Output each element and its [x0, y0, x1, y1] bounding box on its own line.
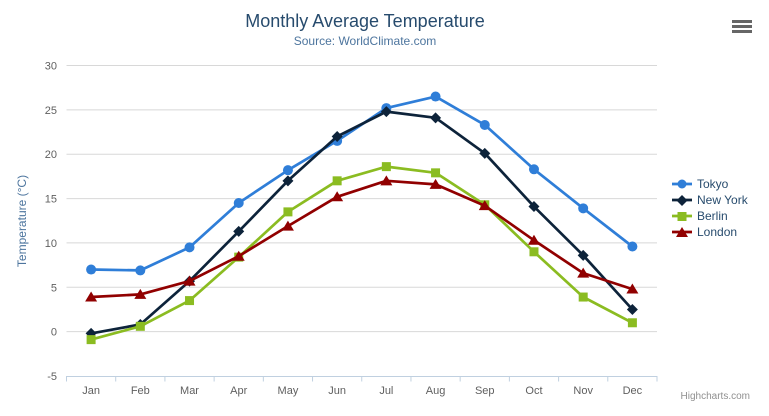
legend-diamond-icon [672, 195, 692, 206]
data-point-new-york[interactable] [331, 130, 343, 142]
x-axis-label: Aug [426, 385, 446, 397]
data-point-london[interactable] [478, 200, 491, 211]
export-menu-button[interactable] [730, 18, 754, 35]
data-point-berlin[interactable] [627, 318, 637, 328]
data-point-london[interactable] [626, 283, 639, 294]
legend-item-label: Berlin [697, 209, 728, 223]
data-point-new-york[interactable] [479, 147, 491, 159]
data-point-tokyo[interactable] [86, 264, 97, 275]
data-point-london[interactable] [331, 191, 344, 202]
legend-item-new-york[interactable]: New York [672, 192, 748, 208]
data-point-tokyo[interactable] [184, 242, 195, 253]
y-axis-label: 15 [45, 194, 57, 206]
data-point-berlin[interactable] [283, 207, 293, 217]
legend-item-berlin[interactable]: Berlin [672, 208, 748, 224]
data-point-new-york[interactable] [282, 175, 294, 187]
y-axis-label: 10 [45, 238, 57, 250]
data-point-berlin[interactable] [529, 247, 539, 257]
legend-item-label: London [697, 225, 738, 239]
data-point-berlin[interactable] [431, 168, 441, 178]
data-point-new-york[interactable] [577, 249, 589, 261]
y-axis-label: 0 [51, 327, 57, 339]
data-point-berlin[interactable] [86, 335, 96, 345]
data-point-tokyo[interactable] [430, 91, 441, 102]
data-point-tokyo[interactable] [233, 198, 244, 209]
x-axis-label: Mar [180, 385, 199, 397]
data-point-tokyo[interactable] [528, 164, 539, 175]
y-axis-label: 5 [51, 282, 57, 294]
y-axis-label: 30 [45, 61, 57, 73]
data-point-tokyo[interactable] [479, 119, 490, 130]
x-axis-label: Dec [623, 385, 643, 397]
series-line-berlin [89, 165, 634, 341]
x-axis-label: Jun [328, 385, 346, 397]
data-point-new-york[interactable] [233, 225, 245, 237]
series-line-london [89, 179, 634, 299]
chart-title: Monthly Average Temperature [245, 11, 485, 31]
credits-link[interactable]: Highcharts.com [680, 391, 750, 402]
y-axis-label: -5 [47, 371, 57, 383]
x-axis-label: Nov [573, 385, 593, 397]
data-point-berlin[interactable] [185, 296, 195, 306]
x-axis-label: Jan [82, 385, 100, 397]
hamburger-icon [732, 30, 752, 33]
data-point-tokyo[interactable] [578, 203, 589, 214]
data-point-new-york[interactable] [380, 106, 392, 118]
legend-item-label: Tokyo [697, 177, 729, 191]
data-point-london[interactable] [281, 220, 294, 231]
data-point-london[interactable] [183, 275, 196, 286]
x-axis-label: Apr [230, 385, 247, 397]
data-point-tokyo[interactable] [135, 265, 146, 276]
data-point-london[interactable] [380, 175, 393, 186]
data-point-tokyo[interactable] [627, 241, 638, 252]
data-point-tokyo[interactable] [282, 165, 293, 176]
y-axis-label: 25 [45, 105, 57, 117]
legend-item-tokyo[interactable]: Tokyo [672, 176, 748, 192]
data-point-new-york[interactable] [430, 112, 442, 124]
data-point-berlin[interactable] [135, 321, 145, 331]
y-axis-label: 20 [45, 149, 57, 161]
x-axis-label: Jul [379, 385, 393, 397]
legend: Tokyo New York Berlin London [672, 176, 748, 240]
data-point-london[interactable] [134, 288, 147, 299]
x-axis-label: Oct [525, 385, 542, 397]
data-point-london[interactable] [85, 291, 98, 302]
data-point-berlin[interactable] [332, 176, 342, 186]
data-point-new-york[interactable] [528, 201, 540, 213]
data-point-new-york[interactable] [626, 303, 638, 315]
data-point-london[interactable] [527, 234, 540, 245]
x-axis-label: Sep [475, 385, 495, 397]
legend-circle-icon [672, 179, 692, 189]
legend-square-icon [672, 212, 692, 221]
y-axis-title: Temperature (°C) [15, 174, 29, 268]
hamburger-icon [732, 25, 752, 28]
data-point-london[interactable] [577, 267, 590, 278]
legend-item-label: New York [697, 193, 748, 207]
x-axis-label: Feb [131, 385, 150, 397]
data-point-berlin[interactable] [578, 292, 588, 302]
legend-item-london[interactable]: London [672, 224, 748, 240]
hamburger-icon [732, 20, 752, 23]
series-line-new-york [89, 110, 634, 335]
data-point-london[interactable] [232, 250, 245, 261]
data-point-london[interactable] [429, 178, 442, 189]
legend-triangle-icon [672, 227, 692, 237]
data-point-berlin[interactable] [381, 162, 391, 172]
x-axis-label: May [278, 385, 299, 397]
chart-subtitle: Source: WorldClimate.com [293, 34, 437, 48]
